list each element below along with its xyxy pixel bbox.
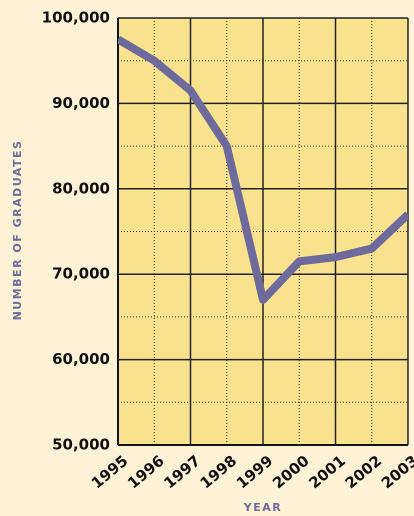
y-tick-label: 50,000	[52, 436, 110, 454]
y-tick-label: 70,000	[52, 265, 110, 283]
y-tick-label: 80,000	[52, 179, 110, 197]
y-tick-label: 100,000	[42, 9, 110, 27]
y-tick-label: 90,000	[52, 94, 110, 112]
y-tick-label: 60,000	[52, 350, 110, 368]
y-axis-label: NUMBER OF GRADUATES	[11, 140, 24, 321]
data-line	[118, 35, 408, 304]
x-axis-label: YEAR	[243, 501, 282, 514]
